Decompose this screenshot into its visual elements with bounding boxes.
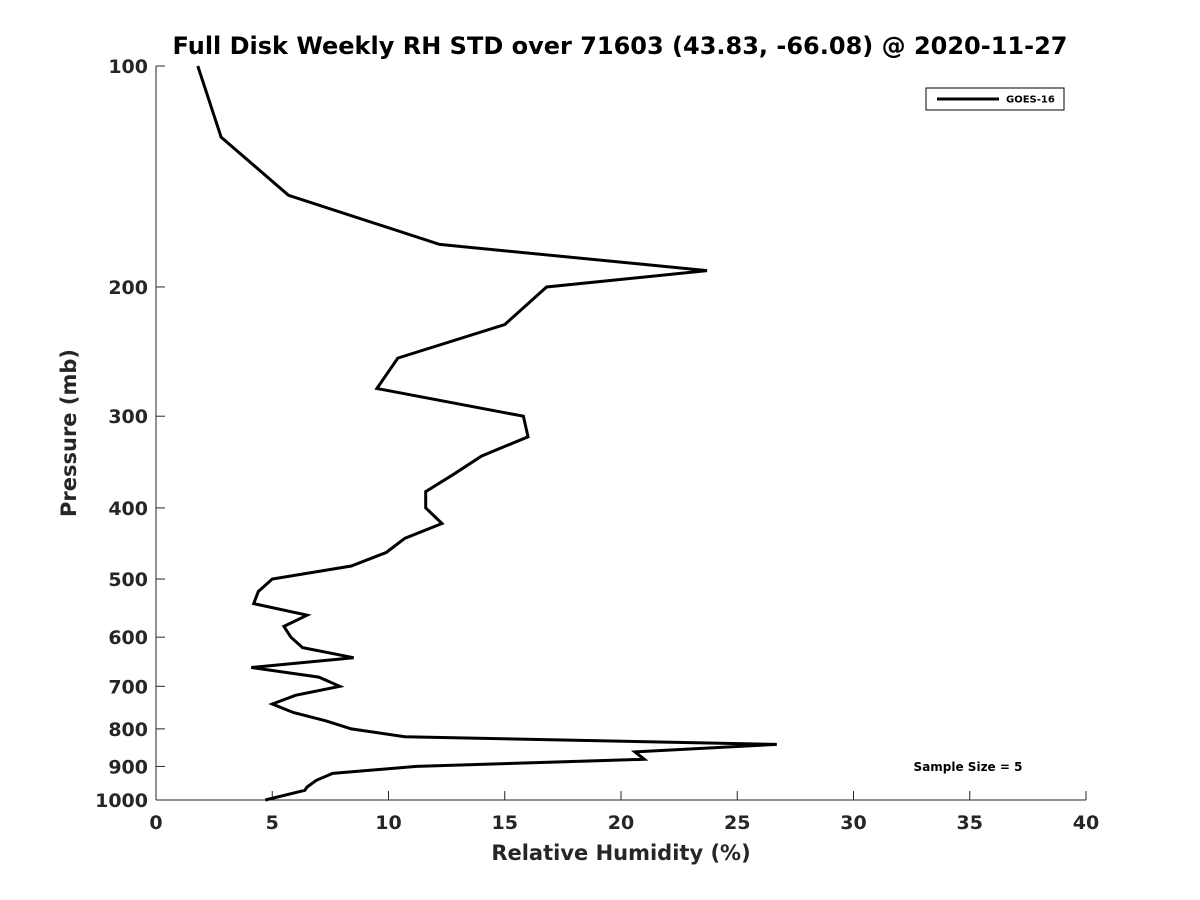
y-tick-label: 500 bbox=[108, 569, 148, 591]
x-tick-label: 35 bbox=[957, 812, 983, 834]
y-axis-label: Pressure (mb) bbox=[57, 349, 81, 517]
x-tick-label: 10 bbox=[375, 812, 401, 834]
series-line-goes-16 bbox=[196, 65, 777, 802]
legend: GOES-16 bbox=[925, 87, 1065, 111]
x-axis-ticks: 0 5 10 15 20 25 30 35 40 bbox=[149, 791, 1099, 834]
x-tick-label: 15 bbox=[492, 812, 518, 834]
x-axis-label: Relative Humidity (%) bbox=[491, 841, 750, 865]
sample-size-annotation: Sample Size = 5 bbox=[914, 760, 1023, 774]
y-tick-label: 600 bbox=[108, 627, 148, 649]
y-tick-label: 800 bbox=[108, 719, 148, 741]
x-tick-label: 40 bbox=[1073, 812, 1099, 834]
y-tick-label: 900 bbox=[108, 756, 148, 778]
y-tick-label: 1000 bbox=[95, 790, 148, 812]
y-tick-label: 300 bbox=[108, 406, 148, 428]
y-tick-label: 200 bbox=[108, 277, 148, 299]
y-tick-label: 400 bbox=[108, 498, 148, 520]
x-tick-label: 5 bbox=[266, 812, 279, 834]
y-tick-label: 100 bbox=[108, 56, 148, 78]
legend-entry-goes-16: GOES-16 bbox=[1006, 95, 1055, 106]
series-layer bbox=[196, 65, 777, 802]
x-tick-label: 0 bbox=[149, 812, 162, 834]
chart-title: Full Disk Weekly RH STD over 71603 (43.8… bbox=[173, 32, 1068, 60]
y-axis-ticks: 100 200 300 400 500 600 700 800 900 1000 bbox=[95, 56, 165, 812]
x-tick-label: 25 bbox=[724, 812, 750, 834]
x-tick-label: 20 bbox=[608, 812, 634, 834]
x-tick-label: 30 bbox=[840, 812, 866, 834]
y-tick-label: 700 bbox=[108, 676, 148, 698]
